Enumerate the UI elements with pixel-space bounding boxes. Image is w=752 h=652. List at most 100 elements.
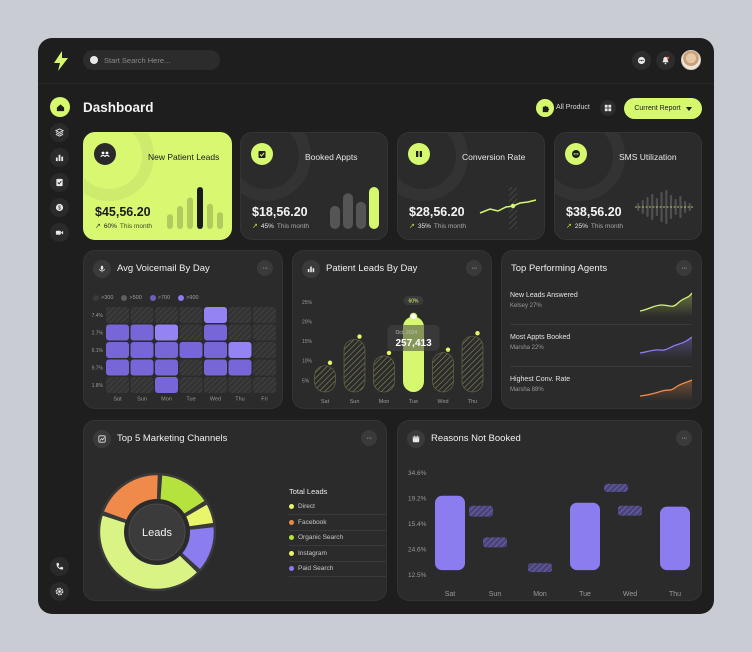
- sparkline-line: [640, 336, 692, 354]
- channel-row: Instagram $50.6%: [289, 546, 386, 562]
- layers-icon: [55, 128, 64, 137]
- voicemail-legend: >300 >500 >700 >900: [93, 295, 199, 301]
- donut-center-label: Leads: [142, 527, 172, 539]
- notifications-button[interactable]: [656, 51, 675, 70]
- sidebar-item-tasks[interactable]: [50, 173, 69, 192]
- kpi-mini-chart: [167, 187, 223, 229]
- kpi-bar: [207, 203, 213, 229]
- heatmap-cell: [204, 377, 227, 393]
- sidebar-item-phone[interactable]: [50, 557, 69, 576]
- y-tick-label: 15%: [302, 339, 313, 345]
- y-tick-label: 12.5%: [408, 572, 427, 579]
- sidebar-item-layers[interactable]: [50, 123, 69, 142]
- heatmap-cell: [130, 324, 154, 341]
- trend-up-icon: ↗: [566, 223, 572, 230]
- reasons-more-button[interactable]: ···: [676, 430, 692, 446]
- legend-item: >700: [149, 295, 170, 301]
- tooltip-date: Oct, 2024: [396, 330, 418, 336]
- patient-leads-more-button[interactable]: ···: [466, 260, 482, 276]
- channel-dot: [289, 519, 294, 525]
- voicemail-more-button[interactable]: ···: [257, 260, 273, 276]
- channel-name: Paid Search: [298, 565, 334, 572]
- app-window: $ Dashboard All Product Current Report N…: [38, 38, 714, 614]
- kpi-change-pct: 35%: [417, 222, 431, 230]
- heatmap-cell: [155, 324, 178, 341]
- legend-label: >500: [129, 295, 142, 301]
- marketing-title: Top 5 Marketing Channels: [117, 433, 228, 444]
- kpi-value: $45,56.20: [95, 205, 151, 219]
- kpi-card-new-patient-leads[interactable]: New Patient Leads $45,56.20 ↗ 60% This m…: [83, 132, 232, 240]
- kpi-wave-bar: [674, 199, 677, 215]
- legend-item: >900: [178, 295, 199, 301]
- leads-bar: [343, 339, 366, 393]
- reasons-chart: 34.6% 19.2% 15.4% 24.6% 12.5% Sat Sun Mon Tue Wed…: [408, 470, 690, 598]
- kpi-bar: [187, 197, 193, 229]
- kpi-change-pct: 60%: [103, 222, 117, 230]
- y-tick-label: 5%: [302, 378, 310, 384]
- search-input[interactable]: [104, 55, 204, 65]
- kpi-change: ↗ 60% This month: [95, 222, 152, 231]
- agents-more-button[interactable]: ···: [676, 260, 692, 276]
- kpi-wave-bar: [665, 190, 668, 224]
- x-tick-label: Mon: [161, 397, 172, 403]
- kpi-mini-chart: [479, 187, 537, 229]
- kpi-card-conversion-rate[interactable]: Conversion Rate $28,56.20 ↗ 35% This mon…: [397, 132, 545, 240]
- agent-row[interactable]: Highest Conv. Rate Marsha 88%: [510, 367, 692, 408]
- decorative-ring: [84, 133, 154, 201]
- heatmap-cell: [253, 342, 276, 358]
- heatmap-cell: [253, 307, 276, 323]
- kpi-card-booked-appts[interactable]: Booked Appts $18,56.20 ↗ 45% This month: [240, 132, 388, 240]
- kpi-mini-chart: [330, 187, 379, 229]
- agents-title: Top Performing Agents: [511, 263, 608, 274]
- agent-row[interactable]: New Leads Answered Kelsey 27%: [510, 283, 692, 325]
- agent-row[interactable]: Most Appts Booked Marsha 22%: [510, 325, 692, 367]
- channel-name: Direct: [298, 503, 315, 510]
- leads-bar-dot: [475, 331, 480, 336]
- voicemail-card: Avg Voicemail By Day ··· >300 >500 >700 >90…: [83, 250, 283, 409]
- marketing-more-button[interactable]: ···: [361, 430, 377, 446]
- kpi-wave-bar: [651, 194, 654, 220]
- kpi-change: ↗ 25% This month: [566, 222, 623, 231]
- decorative-ring: [398, 133, 468, 201]
- kpi-point: [510, 203, 516, 209]
- heatmap-cell: [130, 377, 154, 393]
- heatmap-cell: [155, 307, 178, 323]
- kpi-value: $28,56.20: [409, 205, 465, 219]
- kpi-change-pct: 45%: [260, 222, 274, 230]
- sparkline-line: [640, 379, 692, 397]
- grid-view-button[interactable]: [600, 100, 616, 116]
- sidebar-item-home[interactable]: [50, 97, 70, 117]
- percent-badge-label: 60%: [408, 298, 419, 304]
- report-dropdown[interactable]: Current Report: [624, 98, 702, 119]
- y-tick-label: 6.1%: [92, 348, 104, 354]
- channel-row: Organic Search $73.7%: [289, 530, 386, 546]
- sidebar-item-billing[interactable]: $: [50, 198, 69, 217]
- tooltip: [387, 325, 440, 351]
- sidebar-item-video[interactable]: [50, 223, 69, 242]
- heatmap-cell: [179, 359, 203, 376]
- filter-button[interactable]: [536, 99, 554, 117]
- heatmap-cell: [179, 342, 203, 358]
- x-tick-label: Thu: [468, 399, 477, 405]
- chat-icon: [637, 56, 646, 65]
- bar-chart-icon: [302, 260, 320, 278]
- channels-donut: Leads: [97, 472, 217, 592]
- decorative-ring: [555, 133, 625, 201]
- kpi-card-sms-utilization[interactable]: SMS Utilization $38,56.20 ↗ 25% This mon…: [554, 132, 702, 240]
- product-select[interactable]: All Product: [556, 104, 590, 111]
- kpi-bar: [177, 205, 183, 229]
- grid-icon: [604, 104, 612, 112]
- voicemail-heatmap: 7.4% 2.7% 6.1% 9.7% 1.8% Sat Sun Mon Tue Wed Thu Fr…: [92, 307, 276, 403]
- legend-label: >900: [186, 295, 199, 301]
- heatmap-cell: [228, 359, 252, 376]
- svg-text:$: $: [58, 205, 61, 211]
- avatar[interactable]: [681, 50, 701, 70]
- search-bar[interactable]: [83, 50, 220, 70]
- kpi-title: New Patient Leads: [148, 152, 220, 162]
- x-tick-label: Mon: [533, 591, 547, 598]
- sidebar-item-analytics[interactable]: [50, 148, 69, 167]
- sidebar-item-settings[interactable]: [50, 582, 69, 601]
- video-icon: [55, 230, 64, 235]
- messages-button[interactable]: [632, 51, 651, 70]
- kpi-bar: [167, 214, 173, 229]
